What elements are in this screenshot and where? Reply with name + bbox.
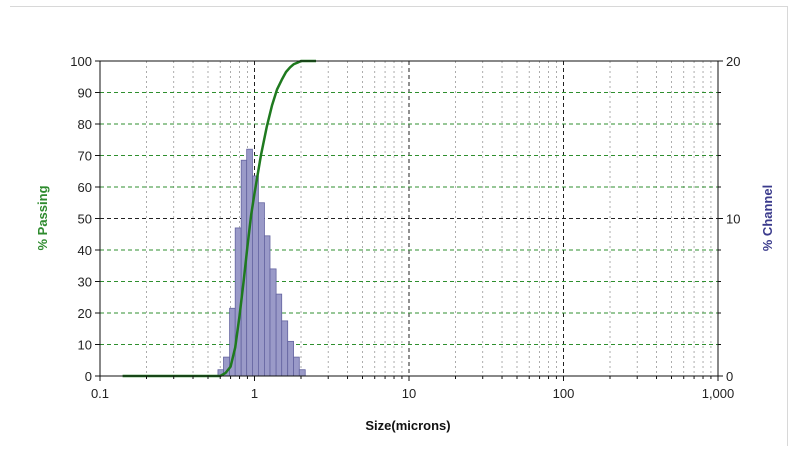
y2-tick-label: 20	[726, 54, 740, 69]
y2-tick-label: 10	[726, 212, 740, 227]
y-tick-label: 20	[78, 306, 92, 321]
y-tick-label: 50	[78, 212, 92, 227]
y-tick-label: 70	[78, 149, 92, 164]
y-tick-label: 60	[78, 180, 92, 195]
y-tick-label: 10	[78, 338, 92, 353]
channel-bar	[298, 369, 306, 377]
x-tick-label: 0.1	[91, 386, 109, 401]
x-tick-label: 1	[251, 386, 258, 401]
axes	[95, 60, 723, 381]
y-tick-label: 40	[78, 243, 92, 258]
y-tick-label: 80	[78, 117, 92, 132]
y2-axis-label: % Channel	[760, 185, 775, 251]
channel-bar	[258, 202, 265, 377]
channel-bar	[264, 235, 271, 377]
x-tick-label: 1,000	[702, 386, 735, 401]
y-tick-label: 90	[78, 86, 92, 101]
y-tick-label: 100	[70, 54, 92, 69]
y2-tick-label: 0	[726, 369, 733, 384]
channel-histogram	[217, 148, 306, 377]
passing-curve	[122, 59, 316, 378]
channel-bar	[246, 148, 253, 377]
tick-labels: 0 10 20 30 40 50 60 70 80 90 100 0 10 20 0.1 1 10 100 1,00…	[70, 54, 740, 401]
grid-lines	[100, 61, 718, 376]
channel-bar	[269, 268, 277, 377]
x-tick-label: 10	[402, 386, 416, 401]
chart-frame	[10, 6, 788, 446]
y-tick-label: 0	[85, 369, 92, 384]
channel-bar	[281, 320, 289, 377]
x-tick-label: 100	[553, 386, 575, 401]
y-tick-label: 30	[78, 275, 92, 290]
passing-curve-layer	[122, 59, 316, 378]
y-axis-label: % Passing	[35, 185, 50, 250]
channel-bar	[275, 293, 283, 377]
channel-bar	[293, 356, 300, 377]
channel-bar	[287, 340, 294, 377]
x-axis-label: Size(microns)	[365, 418, 450, 433]
